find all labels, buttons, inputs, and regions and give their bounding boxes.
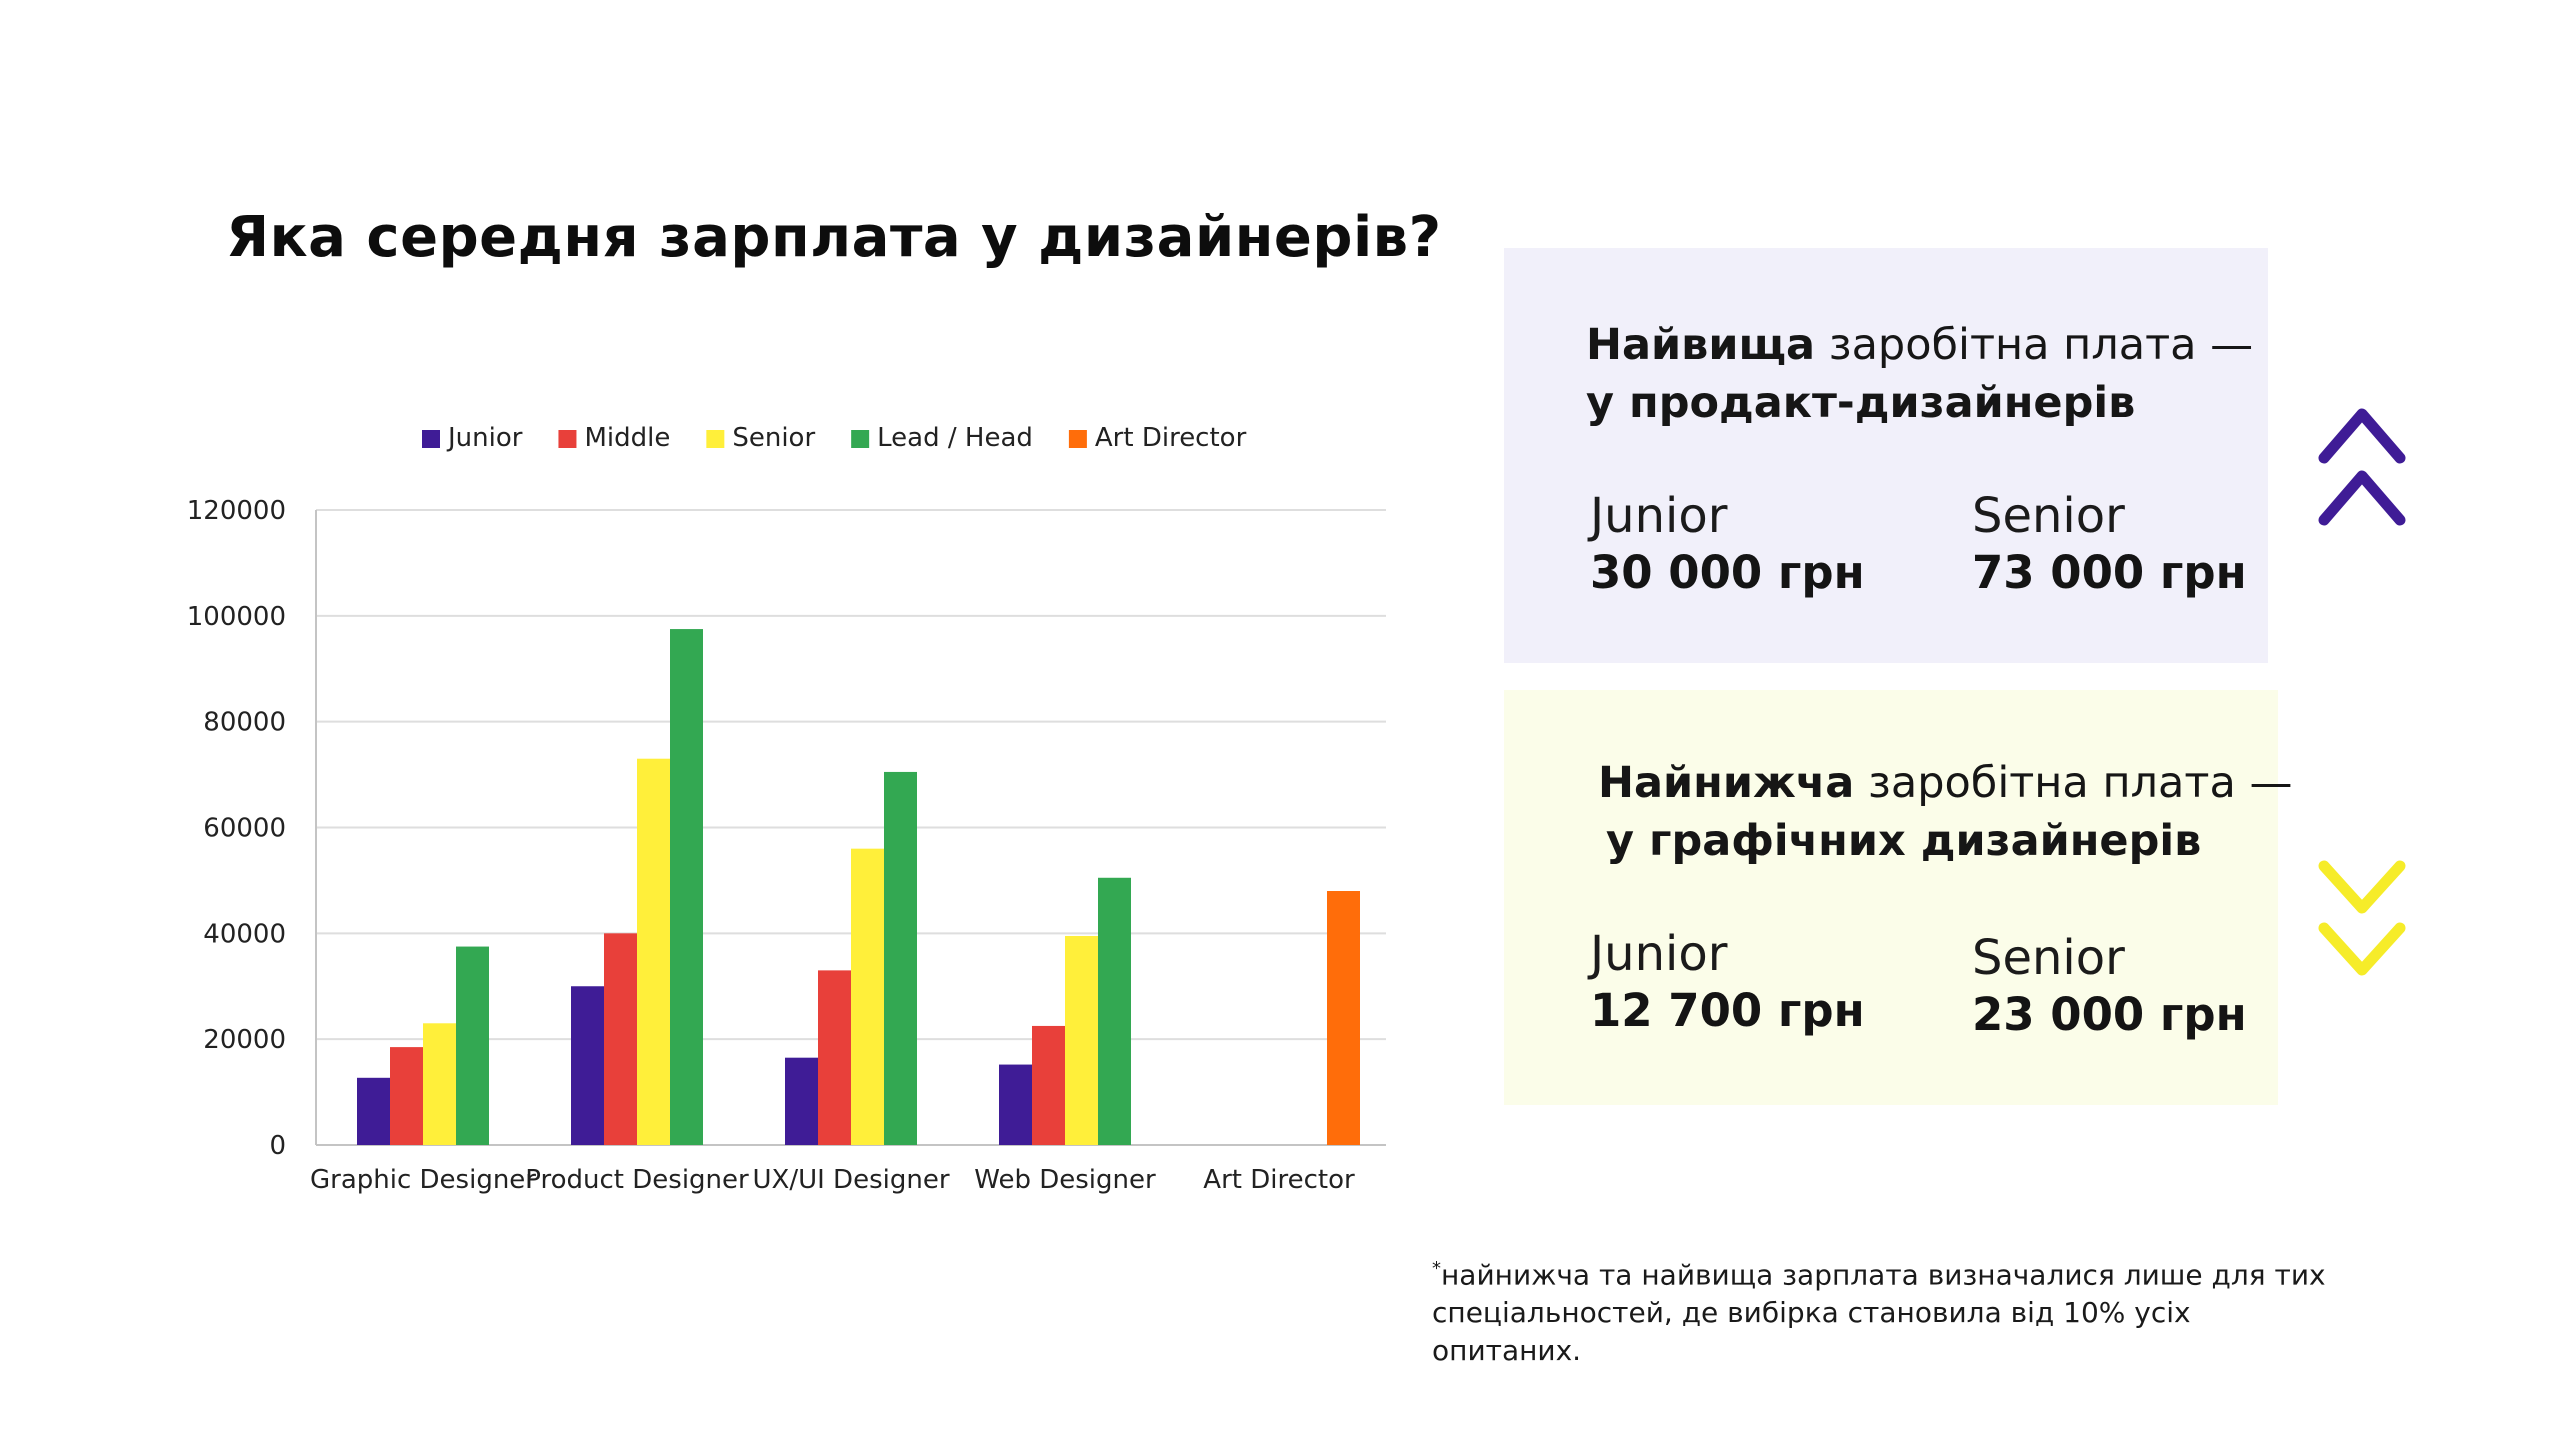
bar-lead-head-0: [456, 946, 489, 1145]
legend-swatch: [558, 430, 577, 448]
y-tick-label: 40000: [203, 919, 286, 949]
legend-label: Junior: [446, 423, 523, 453]
bar-junior-2: [785, 1057, 818, 1145]
highest-senior-value: 73 000 грн: [1972, 546, 2247, 599]
double-chevron-down-icon: [2318, 860, 2406, 976]
lowest-card-heading: Найнижча заробітна плата — у графічних д…: [1598, 754, 2292, 870]
y-tick-label: 100000: [187, 602, 286, 632]
x-tick-label: Product Designer: [525, 1165, 749, 1195]
bar-lead-head-1: [670, 629, 703, 1145]
bar-lead-head-3: [1098, 877, 1131, 1145]
bar-senior-0: [423, 1023, 456, 1145]
y-tick-label: 80000: [203, 708, 286, 738]
double-chevron-up-icon: [2318, 408, 2406, 526]
x-tick-label: Art Director: [1203, 1165, 1355, 1195]
y-tick-label: 120000: [187, 496, 286, 526]
x-tick-label: Graphic Designer: [310, 1165, 536, 1195]
lowest-salary-card: Найнижча заробітна плата — у графічних д…: [1504, 690, 2292, 1105]
y-tick-label: 60000: [203, 814, 286, 844]
legend-swatch: [422, 430, 440, 448]
bar-middle-0: [390, 1047, 423, 1145]
footnote-mark: *: [1432, 1258, 1441, 1279]
bar-junior-0: [357, 1077, 390, 1145]
highest-junior-value: 30 000 грн: [1590, 546, 1865, 599]
lowest-junior-label: Junior: [1590, 926, 1728, 982]
y-tick-label: 0: [269, 1131, 286, 1161]
bar-senior-2: [851, 848, 884, 1145]
highest-card-heading: Найвища заробітна плата — у продакт-диза…: [1586, 316, 2253, 432]
slide-title: Яка середня зарплата у дизайнерів?: [226, 205, 1442, 270]
lowest-heading-rest: заробітна плата —: [1854, 758, 2293, 808]
highest-junior-label: Junior: [1590, 488, 1728, 544]
legend-label: Senior: [732, 423, 815, 453]
bar-senior-3: [1065, 935, 1098, 1145]
bar-senior-1: [637, 758, 670, 1145]
y-tick-label: 20000: [203, 1025, 286, 1055]
bar-middle-2: [818, 970, 851, 1145]
bar-middle-3: [1032, 1025, 1065, 1145]
bar-middle-1: [604, 933, 637, 1145]
lowest-senior-value: 23 000 грн: [1972, 988, 2247, 1041]
bar-junior-1: [571, 986, 604, 1145]
x-tick-label: UX/UI Designer: [752, 1165, 949, 1195]
footnote-text: найнижча та найвища зарплата визначалися…: [1432, 1258, 2326, 1368]
salary-bar-chart: 0 20000 40000 60000 80000 100000 120000 Graphic…: [187, 423, 1386, 1195]
legend-label: Art Director: [1095, 423, 1247, 453]
legend-swatch: [1068, 430, 1087, 448]
bar-junior-3: [999, 1064, 1032, 1145]
highest-heading-rest: заробітна плата —: [1815, 320, 2254, 370]
legend-swatch: [851, 430, 870, 448]
lowest-heading-line2: у графічних дизайнерів: [1606, 816, 2202, 866]
lowest-heading-bold: Найнижча: [1598, 758, 1855, 808]
bar-art-director-4: [1327, 891, 1360, 1145]
x-tick-label: Web Designer: [974, 1165, 1156, 1195]
footnote: *найнижча та найвища зарплата визначалис…: [1432, 1250, 2332, 1370]
highest-heading-line2: у продакт-дизайнерів: [1586, 378, 2136, 428]
legend-swatch: [706, 430, 725, 448]
lowest-junior-value: 12 700 грн: [1590, 984, 1865, 1037]
lowest-senior-label: Senior: [1972, 930, 2125, 986]
legend-label: Lead / Head: [877, 423, 1033, 453]
highest-heading-bold: Найвища: [1586, 320, 1816, 370]
bar-lead-head-2: [884, 771, 917, 1145]
highest-salary-card: Найвища заробітна плата — у продакт-диза…: [1504, 248, 2268, 663]
legend-label: Middle: [584, 423, 670, 453]
highest-senior-label: Senior: [1972, 488, 2125, 544]
